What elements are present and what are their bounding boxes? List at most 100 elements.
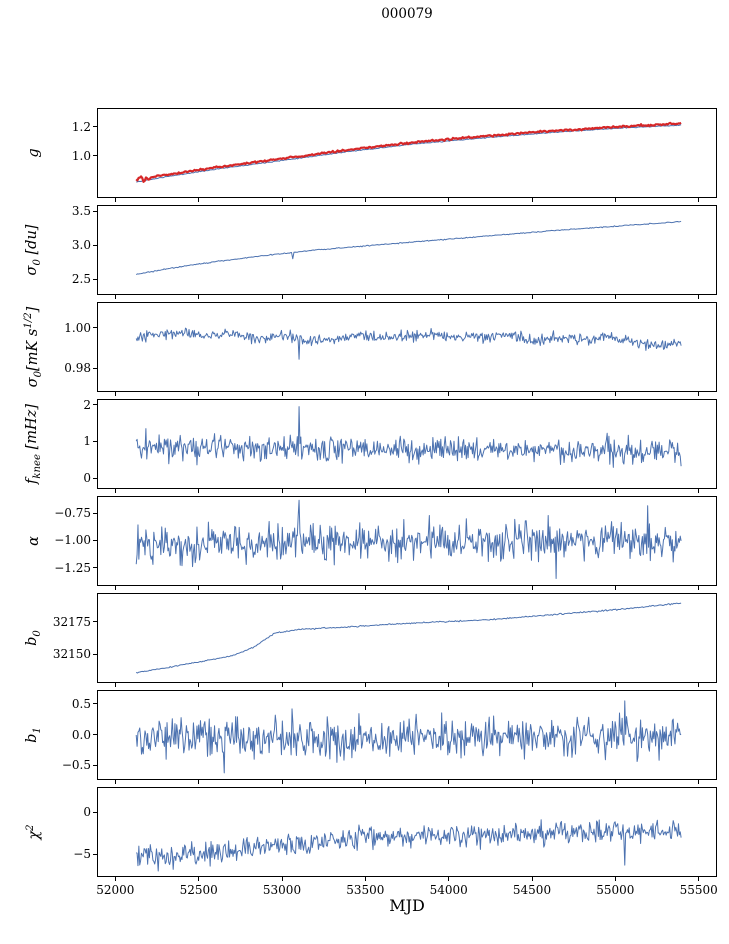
x-tick-mark bbox=[114, 683, 116, 687]
x-tick-mark bbox=[531, 392, 533, 396]
subplot-g bbox=[97, 108, 717, 198]
y-tick-label: 1.00 bbox=[64, 320, 91, 335]
x-tick-label: 54000 bbox=[429, 883, 468, 897]
plot-canvas-sigma0-du bbox=[98, 206, 716, 294]
subplot-chi2 bbox=[97, 787, 717, 877]
x-tick-mark bbox=[448, 877, 450, 881]
x-tick-mark bbox=[448, 683, 450, 687]
plot-canvas-chi2 bbox=[98, 788, 716, 876]
y-tick-mark bbox=[93, 764, 97, 766]
y-tick-mark bbox=[93, 567, 97, 569]
x-tick-mark bbox=[114, 198, 116, 202]
x-tick-mark bbox=[114, 780, 116, 784]
x-tick-mark bbox=[531, 198, 533, 202]
plot-canvas-g bbox=[98, 109, 716, 197]
x-tick-mark bbox=[698, 295, 700, 299]
x-tick-mark bbox=[364, 198, 366, 202]
x-tick-mark bbox=[198, 877, 200, 881]
x-tick-mark bbox=[281, 877, 283, 881]
x-tick-mark bbox=[531, 295, 533, 299]
y-tick-mark bbox=[93, 811, 97, 813]
x-tick-mark bbox=[698, 392, 700, 396]
x-tick-mark bbox=[198, 586, 200, 590]
x-tick-mark bbox=[364, 586, 366, 590]
x-tick-mark bbox=[531, 586, 533, 590]
x-tick-mark bbox=[614, 780, 616, 784]
x-tick-mark bbox=[198, 489, 200, 493]
x-axis-label: MJD bbox=[389, 896, 425, 915]
y-tick-label: 0 bbox=[83, 471, 91, 486]
x-tick-mark bbox=[198, 683, 200, 687]
y-tick-mark bbox=[93, 126, 97, 128]
y-tick-label: −5 bbox=[73, 847, 91, 862]
x-tick-mark bbox=[364, 392, 366, 396]
subplot-alpha bbox=[97, 496, 717, 586]
y-tick-mark bbox=[93, 244, 97, 246]
y-axis-label-sigma0-mks: σ0[mK s1/2] bbox=[23, 306, 44, 388]
x-tick-mark bbox=[364, 780, 366, 784]
y-tick-label: 3.0 bbox=[71, 238, 91, 253]
x-tick-mark bbox=[281, 198, 283, 202]
y-tick-mark bbox=[93, 404, 97, 406]
x-tick-mark bbox=[448, 780, 450, 784]
y-tick-label: 1.2 bbox=[71, 119, 91, 134]
y-tick-label: 0.0 bbox=[71, 727, 91, 742]
x-tick-mark bbox=[614, 586, 616, 590]
y-tick-label: 2.5 bbox=[71, 272, 91, 287]
x-tick-mark bbox=[114, 392, 116, 396]
x-tick-mark bbox=[614, 198, 616, 202]
plot-canvas-b1 bbox=[98, 691, 716, 779]
x-tick-mark bbox=[448, 392, 450, 396]
x-tick-mark bbox=[364, 489, 366, 493]
subplot-sigma0-du bbox=[97, 205, 717, 295]
y-tick-label: 32175 bbox=[52, 614, 91, 629]
y-tick-mark bbox=[93, 853, 97, 855]
subplot-sigma0-mks bbox=[97, 302, 717, 392]
subplot-b0 bbox=[97, 593, 717, 683]
y-tick-label: 0 bbox=[83, 805, 91, 820]
x-tick-mark bbox=[531, 683, 533, 687]
x-tick-mark bbox=[198, 780, 200, 784]
y-tick-mark bbox=[93, 477, 97, 479]
x-tick-mark bbox=[281, 586, 283, 590]
x-tick-mark bbox=[198, 295, 200, 299]
x-tick-mark bbox=[614, 489, 616, 493]
y-tick-label: 2 bbox=[83, 397, 91, 412]
y-tick-mark bbox=[93, 327, 97, 329]
y-tick-label: 1.0 bbox=[71, 148, 91, 163]
y-tick-label: −1.00 bbox=[54, 533, 91, 548]
y-tick-mark bbox=[93, 539, 97, 541]
x-tick-mark bbox=[698, 780, 700, 784]
y-tick-mark bbox=[93, 653, 97, 655]
plot-canvas-alpha bbox=[98, 497, 716, 585]
x-tick-mark bbox=[114, 586, 116, 590]
x-tick-mark bbox=[281, 489, 283, 493]
x-tick-label: 54500 bbox=[512, 883, 552, 897]
x-tick-mark bbox=[114, 295, 116, 299]
y-axis-label-b0: b0 bbox=[23, 630, 43, 646]
y-tick-mark bbox=[93, 734, 97, 736]
x-tick-mark bbox=[531, 489, 533, 493]
x-tick-label: 55500 bbox=[679, 883, 718, 897]
y-tick-mark bbox=[93, 440, 97, 442]
subplot-b1 bbox=[97, 690, 717, 780]
x-tick-mark bbox=[114, 877, 116, 881]
subplot-fknee bbox=[97, 399, 717, 489]
x-tick-mark bbox=[448, 295, 450, 299]
x-tick-mark bbox=[281, 295, 283, 299]
x-tick-mark bbox=[614, 683, 616, 687]
x-tick-mark bbox=[364, 877, 366, 881]
y-tick-label: −1.25 bbox=[54, 560, 91, 575]
y-tick-mark bbox=[93, 210, 97, 212]
x-tick-mark bbox=[614, 295, 616, 299]
x-tick-mark bbox=[198, 392, 200, 396]
x-tick-mark bbox=[698, 877, 700, 881]
plot-canvas-sigma0-mks bbox=[98, 303, 716, 391]
y-tick-mark bbox=[93, 155, 97, 157]
plot-canvas-fknee bbox=[98, 400, 716, 488]
x-tick-label: 55000 bbox=[596, 883, 635, 897]
x-tick-mark bbox=[448, 489, 450, 493]
x-tick-mark bbox=[364, 295, 366, 299]
y-tick-label: −0.5 bbox=[61, 758, 91, 773]
x-tick-mark bbox=[198, 198, 200, 202]
